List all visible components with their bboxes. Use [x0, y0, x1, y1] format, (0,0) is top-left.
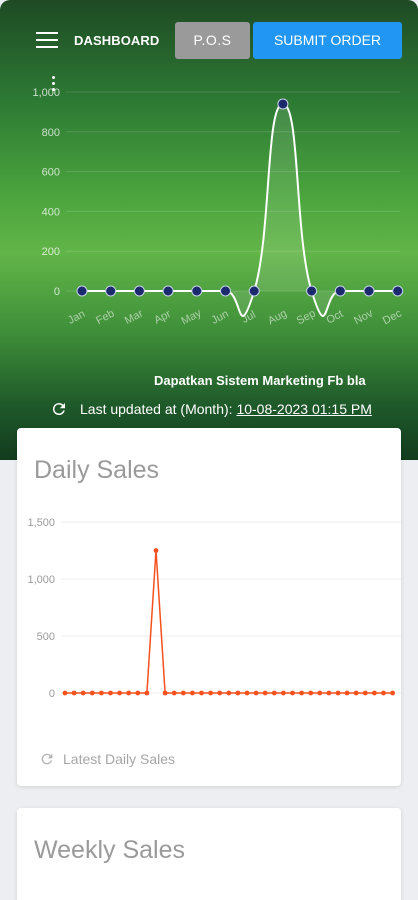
refresh-icon[interactable]	[39, 751, 55, 767]
data-point	[153, 548, 159, 553]
menu-icon[interactable]	[36, 30, 58, 50]
data-point	[199, 690, 204, 696]
x-tick-label: Feb	[94, 308, 116, 328]
data-point	[226, 690, 232, 696]
data-point	[71, 690, 77, 696]
data-point	[191, 285, 203, 297]
data-point	[299, 690, 304, 696]
x-tick-label: Sep	[295, 307, 318, 327]
data-point	[108, 690, 113, 696]
y-tick-label: 0	[54, 286, 60, 298]
data-point	[335, 690, 341, 696]
data-point	[281, 690, 286, 696]
data-point	[306, 285, 318, 297]
page-title: DASHBOARD	[74, 33, 160, 48]
more-options-icon[interactable]	[51, 76, 57, 92]
series-line	[65, 550, 393, 694]
data-point	[363, 285, 375, 297]
data-point	[105, 285, 117, 297]
data-point	[372, 690, 377, 696]
y-tick-label: 800	[42, 127, 60, 139]
data-point	[162, 285, 174, 297]
y-tick-label: 1,000	[27, 574, 55, 586]
y-tick-label: 500	[37, 631, 55, 643]
daily-sales-chart: 0 500 1,000 1,500	[27, 517, 401, 700]
daily-sales-footer-label: Latest Daily Sales	[63, 751, 176, 767]
data-point	[126, 690, 132, 696]
data-point	[89, 690, 95, 696]
data-point	[144, 690, 150, 696]
top-bar: DASHBOARD P.O.S SUBMIT ORDER	[0, 0, 418, 80]
weekly-sales-card: Weekly Sales	[17, 808, 401, 900]
series-area	[82, 103, 398, 316]
data-point	[80, 690, 86, 696]
data-point	[344, 690, 350, 696]
data-point	[277, 98, 289, 110]
data-point	[253, 690, 259, 696]
daily-sales-card: Daily Sales 0 500 1,000 1,500 Latest Daily …	[17, 428, 401, 786]
data-point	[208, 690, 214, 696]
daily-sales-title: Daily Sales	[34, 456, 160, 484]
weekly-sales-title: Weekly Sales	[34, 836, 185, 864]
x-tick-label: Jun	[209, 308, 230, 327]
data-point	[381, 690, 386, 696]
y-tick-label: 0	[49, 688, 55, 700]
monthly-sales-panel: DASHBOARD P.O.S SUBMIT ORDER 0 200 400 600 8…	[0, 0, 418, 460]
x-tick-label: Jan	[66, 308, 87, 327]
last-updated: Last updated at (Month): 10-08-2023 01:1…	[50, 400, 372, 420]
data-point	[171, 690, 177, 696]
data-point	[235, 690, 241, 696]
data-point	[99, 690, 104, 696]
monthly-sales-chart: 0 200 400 600 800 1,000 Jan Feb Mar Apr May Jun Jul A…	[32, 87, 404, 328]
data-point	[392, 285, 404, 297]
data-point	[190, 690, 195, 696]
x-tick-label: Oct	[325, 308, 346, 327]
data-point	[135, 690, 141, 696]
data-point	[326, 690, 332, 696]
data-point	[390, 690, 395, 696]
data-point	[117, 690, 122, 696]
data-point	[262, 690, 268, 696]
data-point	[334, 285, 346, 297]
x-tick-label: Apr	[152, 308, 173, 327]
daily-sales-footer: Latest Daily Sales	[39, 751, 175, 767]
data-point	[62, 690, 68, 696]
data-point	[248, 285, 260, 297]
marquee-banner: Dapatkan Sistem Marketing Fb bla	[154, 373, 366, 388]
x-tick-label: Nov	[352, 307, 375, 327]
data-point	[317, 690, 323, 696]
y-tick-label: 400	[42, 206, 60, 218]
data-point	[217, 690, 223, 696]
refresh-icon[interactable]	[50, 400, 68, 418]
x-tick-label: Mar	[123, 307, 146, 327]
data-point	[308, 690, 314, 696]
x-tick-label: Jul	[240, 309, 258, 326]
y-tick-label: 1,000	[32, 87, 60, 99]
pos-button[interactable]: P.O.S	[175, 22, 250, 59]
y-tick-label: 200	[42, 246, 60, 258]
data-point	[353, 690, 359, 696]
y-tick-label: 1,500	[27, 517, 55, 529]
x-tick-label: Dec	[381, 307, 404, 327]
x-tick-label: May	[179, 307, 203, 328]
data-point	[290, 690, 295, 696]
series-line	[81, 102, 398, 317]
data-point	[220, 285, 231, 297]
data-point	[271, 690, 277, 696]
updated-date-link[interactable]: 10-08-2023 01:15 PM	[236, 401, 372, 417]
y-tick-label: 600	[42, 167, 60, 179]
data-point	[133, 285, 145, 297]
updated-label: Last updated at (Month):	[80, 401, 233, 417]
data-point	[362, 690, 368, 696]
data-point	[180, 690, 186, 696]
data-point	[162, 690, 168, 696]
data-point	[76, 285, 88, 297]
x-tick-label: Aug	[266, 307, 289, 327]
submit-order-button[interactable]: SUBMIT ORDER	[253, 22, 402, 59]
data-point	[244, 690, 250, 696]
